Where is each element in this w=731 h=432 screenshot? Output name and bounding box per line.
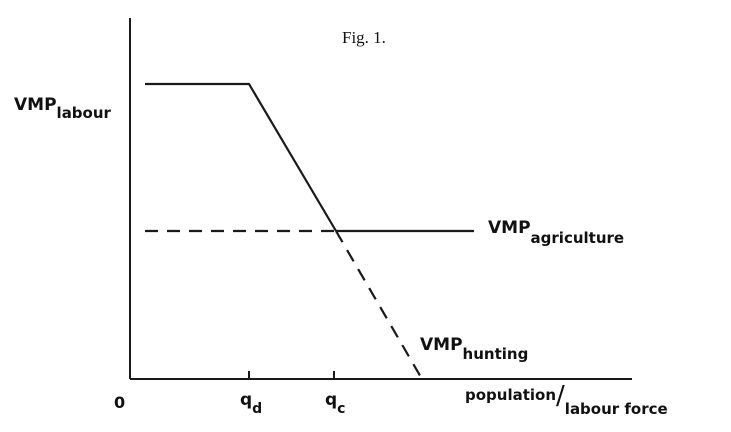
origin-label: 0	[114, 393, 125, 412]
y-axis-label: VMPlabour	[14, 95, 112, 122]
figure-caption: Fig. 1.	[342, 28, 386, 47]
vmp-hunting-label: VMPhunting	[420, 335, 528, 363]
vmp-hunting-curve-solid	[145, 82, 337, 232]
y-axis-label-main: VMP	[14, 95, 57, 115]
tick-label-qd: qd	[240, 390, 262, 417]
y-axis-label-sub: labour	[57, 104, 112, 122]
vmp-agriculture-label: VMPagriculture	[488, 218, 624, 247]
tick-label-qc: qc	[325, 390, 345, 417]
x-axis-label: population/labour force	[465, 381, 668, 418]
vmp-hunting-curve-dashed	[335, 230, 423, 380]
